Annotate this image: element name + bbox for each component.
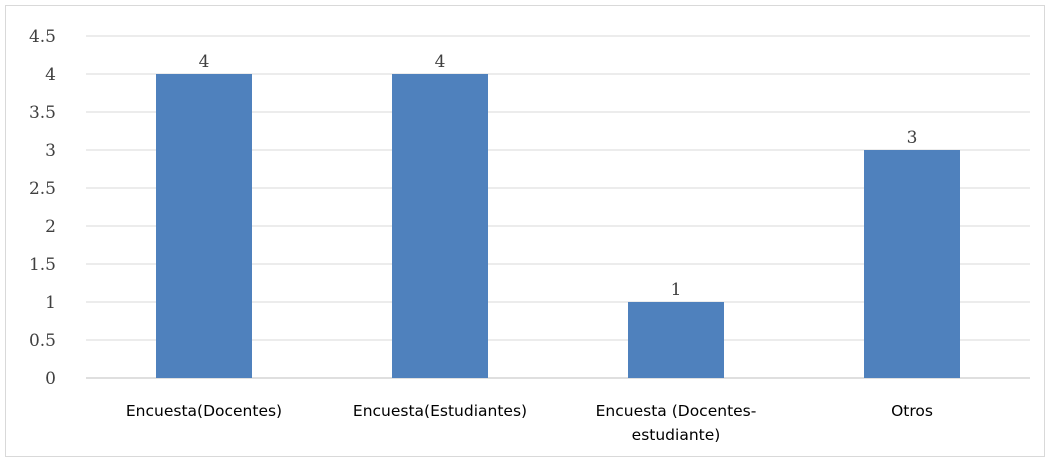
y-tick-label: 2 [45,217,56,237]
y-tick-label: 1 [45,293,56,313]
x-tick-label: Encuesta (Docentes- [596,402,757,420]
data-label: 1 [671,280,682,300]
x-tick-label: Encuesta(Estudiantes) [353,402,527,420]
data-label: 3 [907,128,918,148]
y-tick-label: 3 [45,141,56,161]
data-label: 4 [199,52,210,72]
bars [156,74,960,378]
y-tick-label: 4.5 [29,27,56,47]
bar [628,302,724,378]
bar [864,150,960,378]
x-tick-label: estudiante) [632,426,721,444]
labels: 0 0.5 1 1.5 2 2.5 3 3.5 4 4.5 4 Encuesta(Docentes) 4… [29,27,933,444]
bar [156,74,252,378]
y-tick-label: 3.5 [29,103,56,123]
data-label: 4 [435,52,446,72]
y-tick-label: 2.5 [29,179,56,199]
x-tick-label: Encuesta(Docentes) [126,402,282,420]
y-tick-label: 0 [45,369,56,389]
x-tick-label: Otros [891,402,933,420]
y-tick-label: 0.5 [29,331,56,351]
y-tick-label: 4 [45,65,56,85]
bar [392,74,488,378]
y-tick-label: 1.5 [29,255,56,275]
